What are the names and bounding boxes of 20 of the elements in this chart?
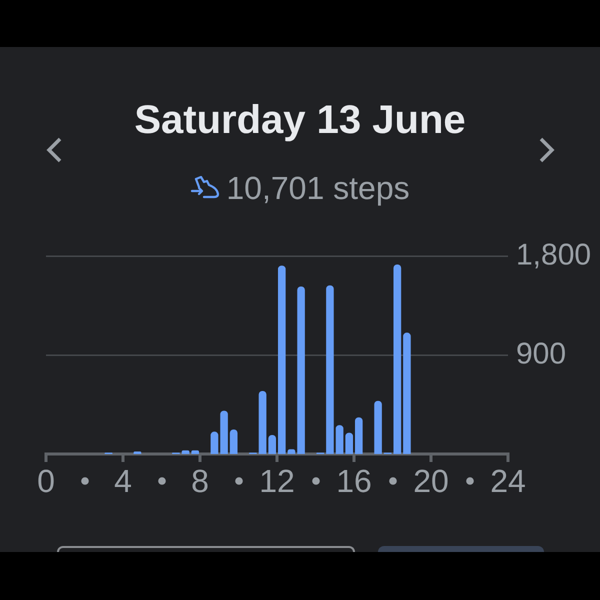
bar: [268, 434, 276, 454]
x-tick-label: 20: [413, 463, 449, 500]
bar: [403, 332, 411, 454]
bar: [278, 266, 286, 454]
x-tick-label: 0: [37, 463, 55, 500]
y-tick-label: 1,800: [516, 238, 592, 272]
bar: [374, 400, 382, 454]
chart-title: Saturday 13 June: [133, 97, 467, 144]
bar: [354, 417, 363, 454]
x-tick-label: 8: [191, 463, 209, 500]
x-tick-label: 4: [114, 463, 132, 500]
bar: [134, 451, 142, 454]
x-tick-label: 12: [259, 463, 295, 500]
bar: [230, 429, 238, 454]
x-tick-label: 24: [490, 463, 526, 500]
chart-subtitle: 10,701 steps: [226, 169, 410, 208]
x-tick-label: 16: [336, 463, 372, 500]
y-tick-label: 900: [516, 337, 566, 370]
bar: [345, 432, 354, 454]
bar: [393, 264, 402, 454]
